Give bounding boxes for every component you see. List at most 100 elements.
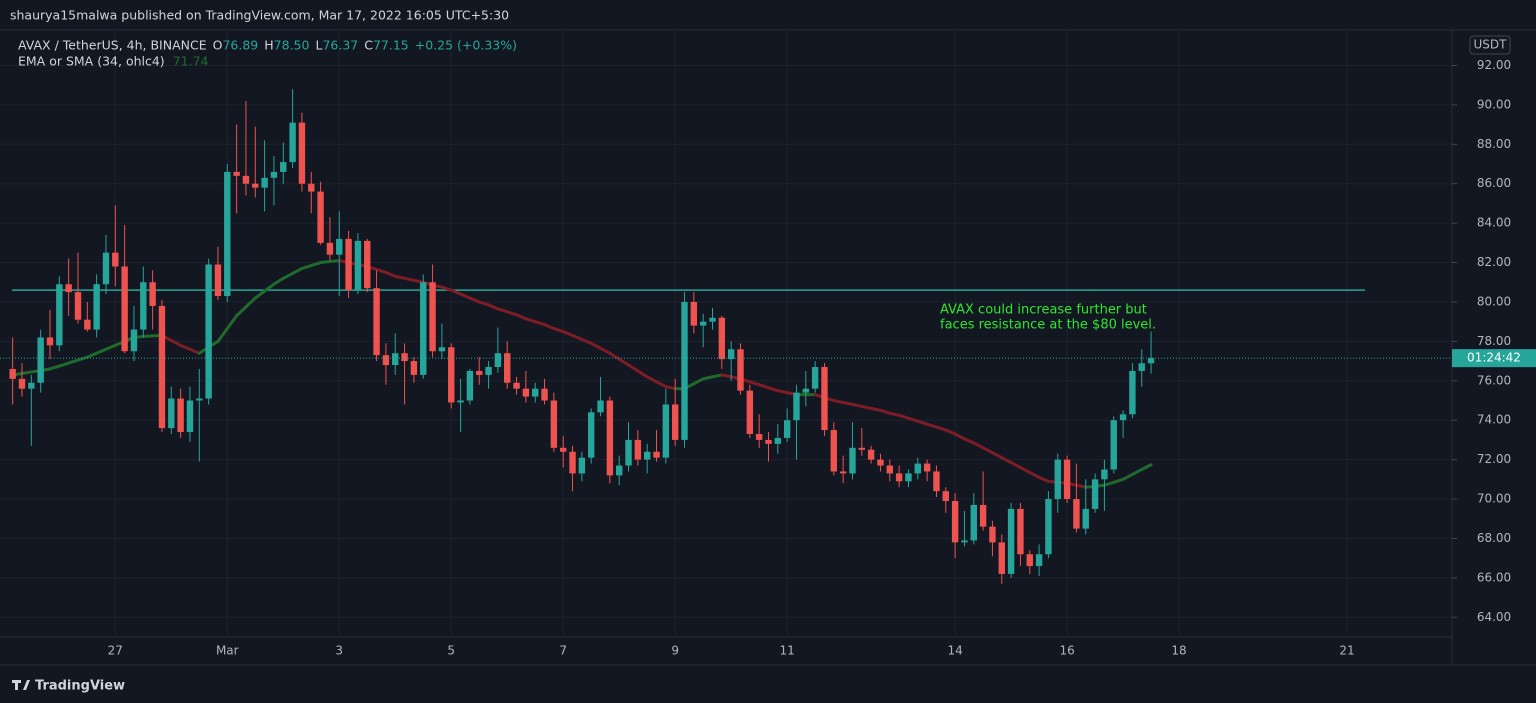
candle-body (392, 353, 399, 366)
candle-body (895, 473, 903, 482)
candle-body (28, 382, 35, 389)
ema-line (393, 274, 407, 280)
candle-body (1073, 499, 1080, 529)
candle-body (1082, 508, 1089, 529)
candle-body (261, 177, 268, 188)
ema-line (487, 303, 500, 311)
candle-body (93, 284, 100, 330)
y-tick-label: 70.00 (1477, 492, 1511, 506)
candle-body (634, 439, 642, 460)
candle-body (280, 162, 287, 172)
ema-line (701, 375, 715, 381)
ema-line (1028, 470, 1041, 479)
candle-body (1017, 508, 1024, 555)
candle-body (970, 504, 977, 541)
ema-line (664, 385, 677, 391)
ema-line (869, 406, 882, 412)
ema-line (748, 380, 761, 387)
ema-line (916, 419, 929, 426)
ema-line (533, 320, 547, 327)
ema-line (263, 282, 276, 293)
candle-body (149, 282, 156, 306)
ema-line (617, 357, 631, 367)
candle-body (56, 284, 63, 346)
candle-body (112, 252, 119, 267)
y-tick-label: 64.00 (1477, 610, 1511, 624)
ema-line (216, 327, 229, 343)
ema-line (561, 330, 575, 337)
candle-body (224, 171, 231, 297)
ema-line (225, 314, 239, 331)
candle-body (401, 353, 408, 362)
candle-body (476, 370, 483, 375)
candle-body (84, 319, 91, 330)
ema-line (328, 259, 341, 264)
ema-line (962, 437, 976, 445)
candle-body (410, 361, 418, 375)
candle-body (998, 542, 1005, 574)
ema-line (990, 451, 1004, 460)
ema-line (627, 363, 640, 373)
ema-line (188, 347, 201, 355)
candle-body (485, 367, 492, 375)
candle-body (504, 353, 511, 383)
candle-body (606, 400, 614, 476)
candle-body (1054, 459, 1061, 500)
candle-body (727, 349, 735, 360)
candle-body (849, 447, 856, 474)
ema-line (272, 276, 285, 286)
y-tick-label: 68.00 (1477, 531, 1511, 545)
candle-body (438, 347, 446, 352)
ema-line (309, 261, 323, 268)
x-tick-label: 27 (108, 644, 123, 658)
ema-line (459, 292, 472, 300)
candle-body (308, 183, 315, 192)
ema-line (860, 404, 873, 410)
ema-line (505, 310, 519, 317)
ema-line (608, 351, 621, 361)
ema-line (515, 313, 528, 321)
candle-body (289, 122, 296, 163)
ema-line (850, 402, 864, 408)
legend-value: 78.50 (274, 38, 310, 53)
x-tick-label: 3 (335, 644, 343, 658)
x-tick-label: Mar (216, 644, 239, 658)
ema-line (953, 432, 966, 441)
x-tick-label: 18 (1171, 644, 1186, 658)
ema-line (711, 373, 724, 379)
candle-body (783, 420, 791, 438)
ema-line (944, 428, 957, 436)
x-tick-label: 16 (1059, 644, 1074, 658)
y-tick-label: 86.00 (1477, 176, 1511, 190)
ema-line (440, 285, 453, 292)
candle-body (270, 171, 278, 178)
candle-body (681, 301, 688, 440)
ema-line (76, 355, 89, 362)
ema-line (766, 386, 780, 393)
candle-body (755, 434, 763, 440)
ema-line (477, 300, 491, 307)
candle-body (1045, 499, 1052, 555)
indicator-value: 71.74 (173, 54, 209, 69)
candle-body (821, 367, 828, 431)
candle-body (1147, 358, 1155, 364)
ema-line (692, 377, 705, 386)
legend-key: H (264, 38, 273, 53)
candle-body (671, 404, 679, 440)
candle-body (1129, 370, 1136, 415)
ema-line (375, 267, 388, 274)
candle-body (37, 337, 44, 383)
x-tick-label: 9 (671, 644, 679, 658)
candle-body (765, 439, 772, 444)
currency[interactable]: USDT (1474, 38, 1508, 52)
candle-body (1101, 469, 1108, 480)
candle-body (877, 459, 884, 466)
legend-value: 77.15 (373, 38, 409, 53)
candle-body (336, 238, 343, 255)
candle-body (214, 264, 222, 297)
candle-body (662, 404, 670, 458)
currency-button[interactable] (1469, 35, 1511, 55)
